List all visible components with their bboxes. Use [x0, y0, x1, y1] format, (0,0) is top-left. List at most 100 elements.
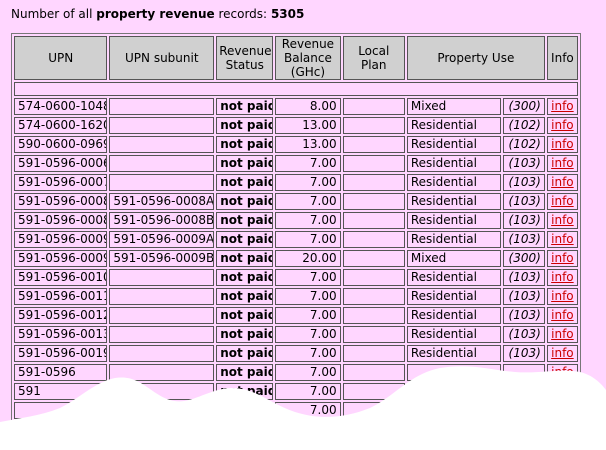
- revenue-status-cell: not paid: [216, 250, 274, 267]
- revenue-status-cell: not paid: [216, 345, 274, 362]
- local-plan-cell: [342, 383, 405, 400]
- revenue-balance-cell: 7.00: [275, 326, 341, 343]
- revenue-status-cell: not paid: [216, 326, 274, 343]
- table-row: 591-0596-0008 591-0596-0008B not paid 7.00 R…: [14, 212, 578, 229]
- records-summary: Number of all property revenue records: …: [11, 7, 304, 21]
- local-plan-cell: [342, 212, 405, 229]
- header-property-use[interactable]: Property Use: [406, 36, 545, 80]
- header-local-plan[interactable]: Local Plan: [342, 36, 405, 80]
- spacer-row: [14, 82, 578, 96]
- upn-subunit-cell: [109, 269, 215, 286]
- table-row: 590-0600-0969 not paid 13.00 Residential (10…: [14, 136, 578, 153]
- upn-cell: 590-0600-0969: [14, 136, 108, 153]
- info-link[interactable]: info: [551, 384, 574, 398]
- property-use-cell: Residential: [406, 212, 502, 229]
- revenue-balance-cell: 7.00: [275, 193, 341, 210]
- revenue-balance-cell: 13.00: [275, 136, 341, 153]
- revenue-balance-cell: 7.00: [275, 288, 341, 305]
- info-link[interactable]: info: [551, 365, 574, 379]
- revenue-balance-cell: 20.00: [275, 250, 341, 267]
- revenue-status-cell: not paid: [216, 155, 274, 172]
- table-row: 591 not paid 7.00 info: [14, 383, 578, 400]
- revenue-balance-cell: 7.00: [275, 364, 341, 381]
- property-use-code-cell: (103): [503, 288, 545, 305]
- revenue-balance-cell: 7.00: [275, 307, 341, 324]
- table-row: 591-0596 not paid 7.00 info: [14, 364, 578, 381]
- upn-cell: 591-0596-0013: [14, 326, 108, 343]
- revenue-balance-cell: 7.00: [275, 345, 341, 362]
- info-link[interactable]: info: [551, 137, 574, 151]
- table-row: 574-0600-1048 not paid 8.00 Mixed (300) info: [14, 98, 578, 115]
- info-link[interactable]: info: [551, 232, 574, 246]
- records-count: 5305: [270, 7, 305, 21]
- property-use-cell: Residential: [406, 174, 502, 191]
- info-link[interactable]: info: [551, 156, 574, 170]
- info-link[interactable]: info: [551, 118, 574, 132]
- local-plan-cell: [342, 117, 405, 134]
- table-body: 574-0600-1048 not paid 8.00 Mixed (300) info 5…: [14, 82, 578, 419]
- info-link[interactable]: info: [551, 194, 574, 208]
- property-use-cell: Residential: [406, 326, 502, 343]
- info-cell: [546, 402, 578, 419]
- revenue-balance-cell: 7.00: [275, 155, 341, 172]
- info-link[interactable]: info: [551, 213, 574, 227]
- revenue-status-cell: not paid: [216, 231, 274, 248]
- local-plan-cell: [342, 364, 405, 381]
- info-cell: info: [546, 231, 578, 248]
- header-revenue-status[interactable]: Revenue Status: [216, 36, 274, 80]
- revenue-status-cell: not paid: [216, 288, 274, 305]
- table-row: 591-0596-0008 591-0596-0008A not paid 7.00 R…: [14, 193, 578, 210]
- info-cell: info: [546, 136, 578, 153]
- header-revenue-balance[interactable]: Revenue Balance (GHc): [275, 36, 341, 80]
- revenue-balance-cell: 7.00: [275, 269, 341, 286]
- info-link[interactable]: info: [551, 327, 574, 341]
- revenue-status-cell: not paid: [216, 174, 274, 191]
- property-use-code-cell: (103): [503, 326, 545, 343]
- property-use-cell: Residential: [406, 307, 502, 324]
- header-upn[interactable]: UPN: [14, 36, 108, 80]
- local-plan-cell: [342, 307, 405, 324]
- local-plan-cell: [342, 231, 405, 248]
- table-row: 591-0596-0006 not paid 7.00 Residential (103…: [14, 155, 578, 172]
- upn-cell: 591-0596-0007: [14, 174, 108, 191]
- info-cell: info: [546, 212, 578, 229]
- spacer-cell: [14, 82, 578, 96]
- table-row: 591-0596-0019 not paid 7.00 Residential (103…: [14, 345, 578, 362]
- table-row: 591-0596-0009 591-0596-0009A not paid 7.00 R…: [14, 231, 578, 248]
- property-use-code-cell: (102): [503, 117, 545, 134]
- revenue-status-cell: not paid: [216, 307, 274, 324]
- info-cell: info: [546, 307, 578, 324]
- revenue-balance-cell: 7.00: [275, 174, 341, 191]
- property-use-code-cell: (300): [503, 250, 545, 267]
- property-use-code-cell: (300): [503, 98, 545, 115]
- upn-subunit-cell: [109, 288, 215, 305]
- header-upn-subunit[interactable]: UPN subunit: [109, 36, 215, 80]
- info-link[interactable]: info: [551, 99, 574, 113]
- table-row: 591-0596-0009 591-0596-0009B not paid 20.00…: [14, 250, 578, 267]
- property-use-code-cell: (103): [503, 174, 545, 191]
- local-plan-cell: [342, 326, 405, 343]
- upn-cell: 591: [14, 383, 108, 400]
- upn-subunit-cell: [109, 402, 215, 419]
- info-link[interactable]: info: [551, 251, 574, 265]
- local-plan-cell: [342, 193, 405, 210]
- info-cell: info: [546, 98, 578, 115]
- header-info[interactable]: Info: [546, 36, 578, 80]
- info-link[interactable]: info: [551, 175, 574, 189]
- property-use-code-cell: (102): [503, 136, 545, 153]
- local-plan-cell: [342, 402, 405, 419]
- upn-cell: 591-0596-0010: [14, 269, 108, 286]
- table-row: 591-0596-0010 not paid 7.00 Residential (103…: [14, 269, 578, 286]
- property-use-cell: Residential: [406, 155, 502, 172]
- info-link[interactable]: info: [551, 270, 574, 284]
- info-link[interactable]: info: [551, 289, 574, 303]
- upn-subunit-cell: [109, 155, 215, 172]
- upn-subunit-cell: [109, 364, 215, 381]
- local-plan-cell: [342, 174, 405, 191]
- upn-cell: 574-0600-1048: [14, 98, 108, 115]
- revenue-status-cell: not paid: [216, 193, 274, 210]
- info-link[interactable]: info: [551, 308, 574, 322]
- property-use-cell: Residential: [406, 117, 502, 134]
- revenue-status-cell: not paid: [216, 117, 274, 134]
- info-link[interactable]: info: [551, 346, 574, 360]
